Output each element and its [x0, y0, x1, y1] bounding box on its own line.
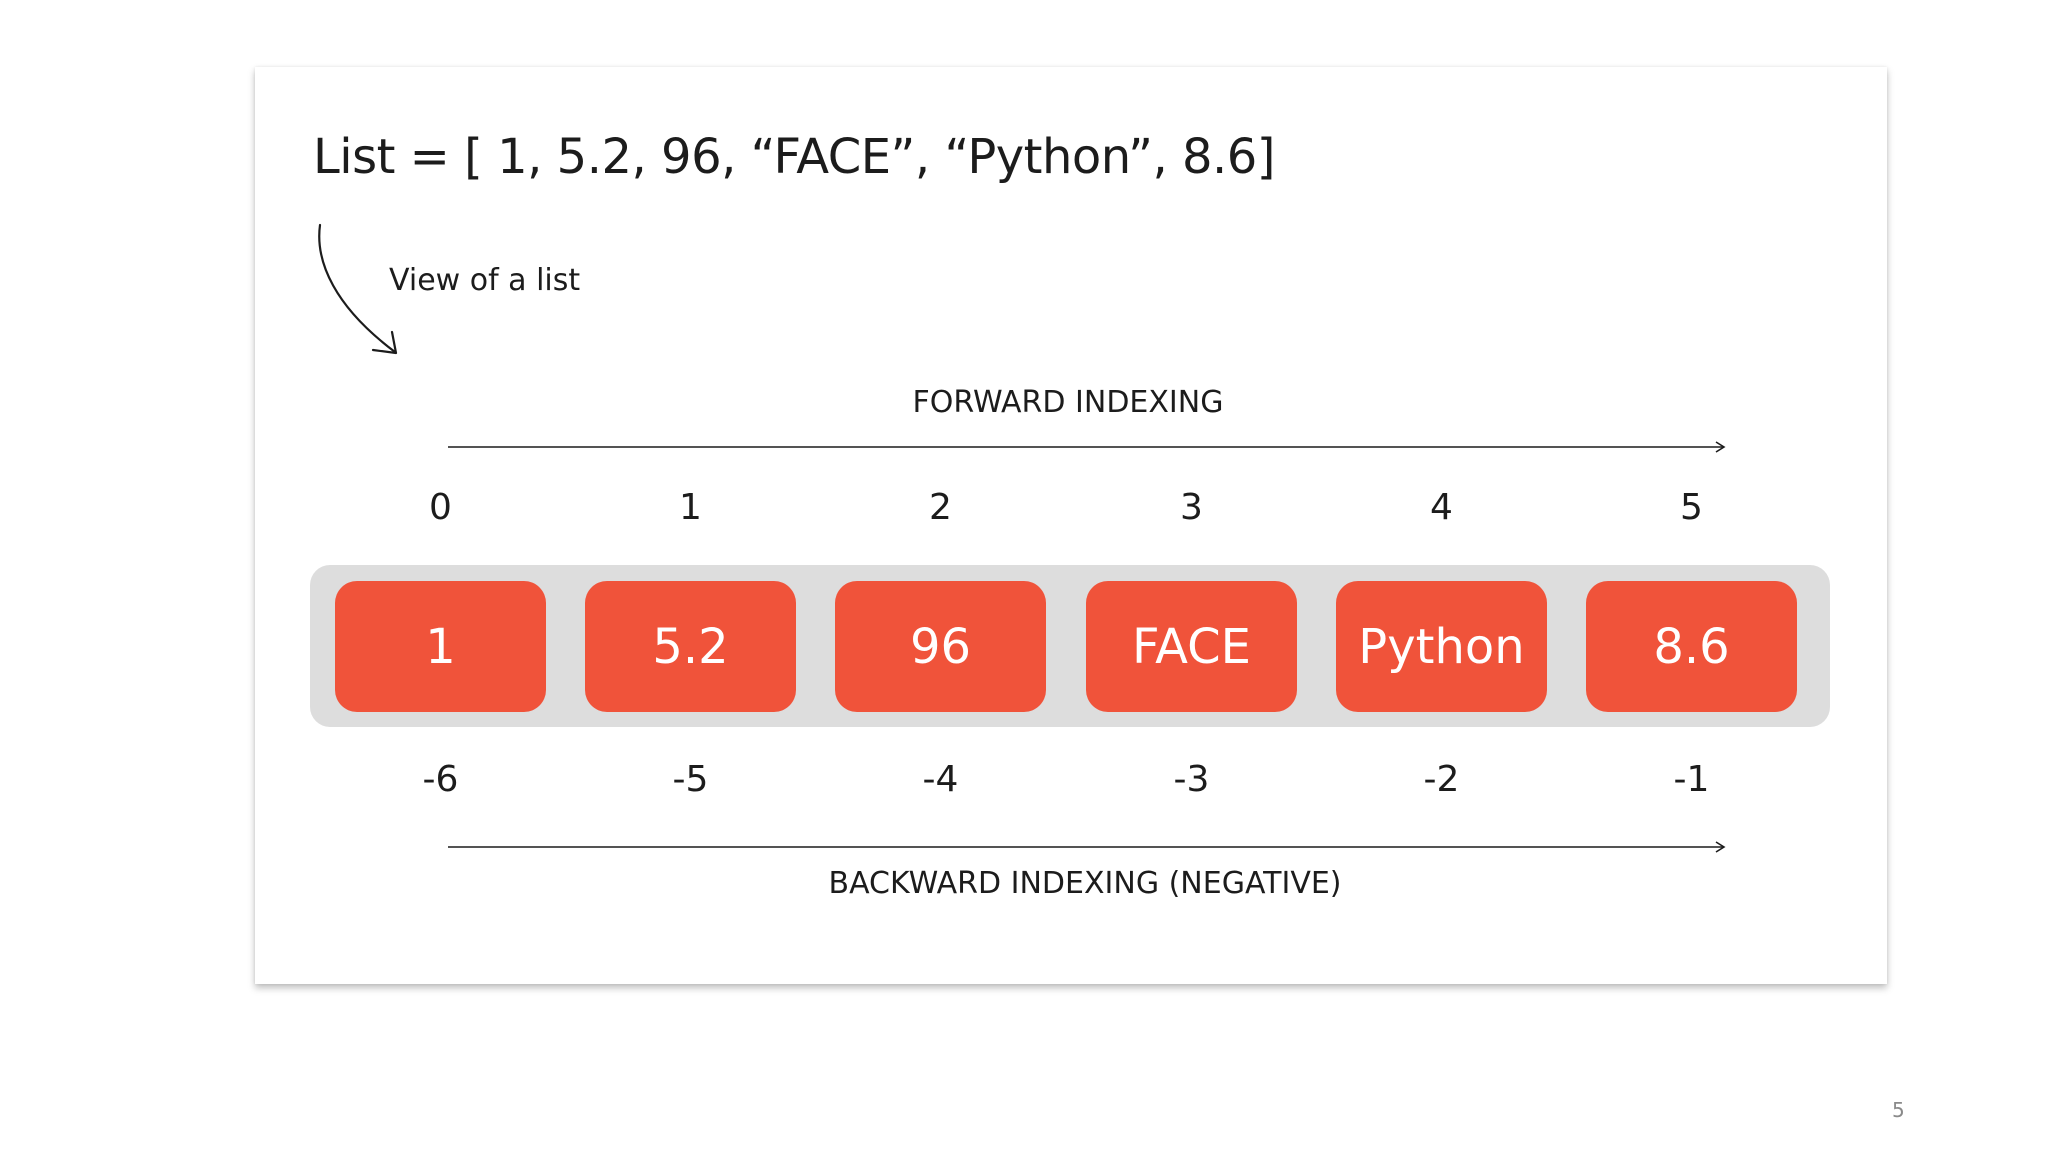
forward-index-2: 2	[929, 487, 952, 528]
forward-index-1: 1	[679, 487, 702, 528]
annotation-label: View of a list	[389, 263, 581, 298]
list-item-2: 96	[835, 581, 1046, 712]
forward-indexing-label: FORWARD INDEXING	[912, 385, 1224, 420]
forward-index-4: 4	[1430, 487, 1453, 528]
backward-axis-arrow	[448, 841, 1726, 853]
list-item-5: 8.6	[1586, 581, 1797, 712]
list-item-3: FACE	[1086, 581, 1297, 712]
page-number: 5	[1892, 1098, 1905, 1122]
forward-index-5: 5	[1680, 487, 1703, 528]
backward-index-2: -4	[922, 759, 959, 800]
backward-index-0: -6	[422, 759, 459, 800]
forward-axis-arrow	[448, 441, 1726, 453]
backward-index-1: -5	[672, 759, 709, 800]
list-definition: List = [ 1, 5.2, 96, “FACE”, “Python”, 8…	[313, 129, 1276, 185]
backward-index-4: -2	[1423, 759, 1460, 800]
list-item-4: Python	[1336, 581, 1547, 712]
backward-index-3: -3	[1173, 759, 1210, 800]
backward-index-5: -1	[1673, 759, 1710, 800]
list-container	[310, 565, 1830, 727]
list-item-1: 5.2	[585, 581, 796, 712]
curved-arrow-icon	[318, 223, 398, 355]
backward-indexing-label: BACKWARD INDEXING (NEGATIVE)	[828, 866, 1342, 901]
forward-index-0: 0	[429, 487, 452, 528]
slide: List = [ 1, 5.2, 96, “FACE”, “Python”, 8…	[255, 67, 1887, 984]
forward-index-3: 3	[1180, 487, 1203, 528]
list-item-0: 1	[335, 581, 546, 712]
